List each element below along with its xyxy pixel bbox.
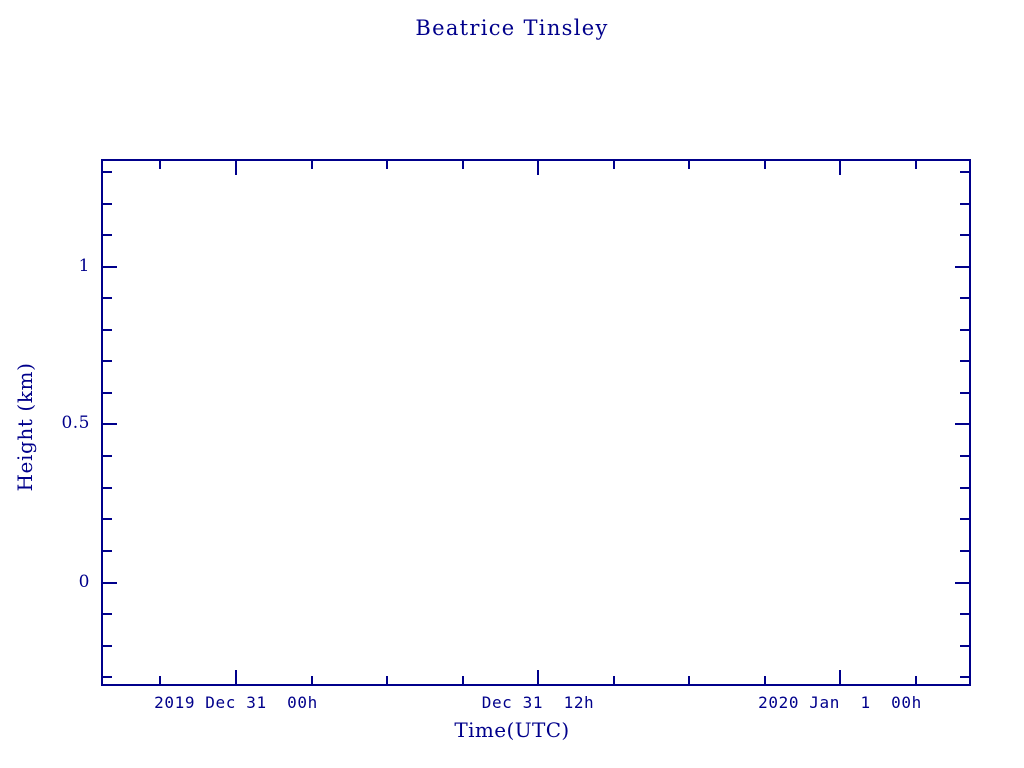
x-tick-label-end: 2020 Jan 1 00h [758,693,922,712]
x-tick-label-start: 2019 Dec 31 00h [154,693,318,712]
y-tick-label-0: 0 [78,572,90,592]
y-tick-label-0.5: 0.5 [61,413,90,433]
y-axis-title: Height (km) [13,362,37,492]
page-title: Beatrice Tinsley [415,16,609,40]
x-axis-title: Time(UTC) [454,718,570,742]
x-tick-label-middle: Dec 31 12h [481,693,595,712]
y-tick-label-1: 1 [78,256,90,276]
plot-area[interactable] [101,159,971,686]
